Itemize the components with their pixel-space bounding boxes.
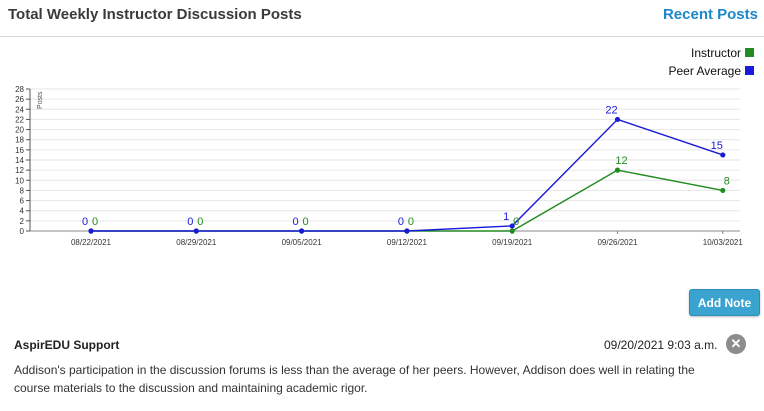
y-tick-label: 16 xyxy=(15,146,24,155)
chart-header: Total Weekly Instructor Discussion Posts… xyxy=(0,0,764,37)
note-timestamp: 09/20/2021 9:03 a.m. xyxy=(604,338,718,352)
data-label-instructor: 0 xyxy=(513,216,519,228)
legend-item-instructor: Instructor xyxy=(669,44,754,62)
y-tick-label: 22 xyxy=(15,115,24,124)
data-point-instructor xyxy=(720,187,726,194)
data-label-peer-average: 0 xyxy=(82,216,88,228)
y-tick-label: 6 xyxy=(20,197,25,206)
y-tick-label: 28 xyxy=(15,85,24,94)
y-tick-label: 0 xyxy=(20,227,25,236)
page-title: Total Weekly Instructor Discussion Posts xyxy=(8,6,302,23)
data-label-instructor: 0 xyxy=(92,216,98,228)
x-tick-label: 10/03/2021 xyxy=(703,238,744,247)
y-tick-label: 26 xyxy=(15,95,24,104)
y-tick-label: 24 xyxy=(15,105,24,114)
data-label-instructor: 8 xyxy=(724,175,730,187)
y-tick-label: 10 xyxy=(15,176,24,185)
y-tick-label: 18 xyxy=(15,136,24,145)
data-point-peer-average xyxy=(88,228,94,234)
legend-swatch-instructor xyxy=(745,48,754,57)
x-tick-label: 08/22/2021 xyxy=(71,238,112,247)
y-tick-label: 12 xyxy=(15,166,24,175)
note-text: Addison's participation in the discussio… xyxy=(14,363,695,395)
series-line-peer-average xyxy=(91,118,724,232)
y-tick-label: 14 xyxy=(15,156,24,165)
add-note-button[interactable]: Add Note xyxy=(689,289,760,316)
y-tick-label: 4 xyxy=(20,207,25,216)
data-point-peer-average xyxy=(193,228,199,234)
data-label-instructor: 0 xyxy=(303,216,309,228)
legend-label-instructor: Instructor xyxy=(690,46,741,60)
legend-item-peer-average: Peer Average xyxy=(668,62,754,80)
note-author: AspirEDU Support xyxy=(14,338,120,352)
x-tick-label: 08/29/2021 xyxy=(176,238,217,247)
data-label-peer-average: 1 xyxy=(503,211,509,223)
data-label-peer-average: 0 xyxy=(398,216,404,228)
y-tick-label: 20 xyxy=(15,126,24,135)
data-point-instructor xyxy=(614,167,621,173)
y-axis-label: Posts xyxy=(37,91,44,109)
legend-swatch-peer-average xyxy=(745,66,754,75)
data-label-peer-average: 15 xyxy=(711,140,723,152)
data-point-peer-average xyxy=(614,116,621,123)
legend-label-peer-average: Peer Average xyxy=(668,64,742,78)
data-label-instructor: 0 xyxy=(197,216,203,228)
data-label-instructor: 12 xyxy=(615,155,627,167)
data-label-peer-average: 22 xyxy=(605,104,617,116)
x-tick-label: 09/26/2021 xyxy=(597,238,638,247)
posts-line-chart: 0246810121416182022242628Posts08/22/2021… xyxy=(15,85,744,247)
data-point-peer-average xyxy=(404,228,410,234)
recent-posts-link[interactable]: Recent Posts xyxy=(662,6,758,23)
close-icon[interactable]: ✕ xyxy=(726,334,746,354)
data-point-instructor xyxy=(509,228,515,234)
x-tick-label: 09/05/2021 xyxy=(282,238,323,247)
x-tick-label: 09/19/2021 xyxy=(492,238,533,247)
data-point-peer-average xyxy=(720,152,726,158)
data-point-peer-average xyxy=(299,228,305,234)
y-tick-label: 8 xyxy=(20,186,25,195)
chart-legend: Instructor Peer Average xyxy=(668,44,754,80)
y-tick-label: 2 xyxy=(20,217,25,226)
x-tick-label: 09/12/2021 xyxy=(387,238,428,247)
data-label-peer-average: 0 xyxy=(187,216,193,228)
data-point-peer-average xyxy=(509,223,515,229)
data-label-peer-average: 0 xyxy=(293,216,299,228)
data-label-instructor: 0 xyxy=(408,216,414,228)
